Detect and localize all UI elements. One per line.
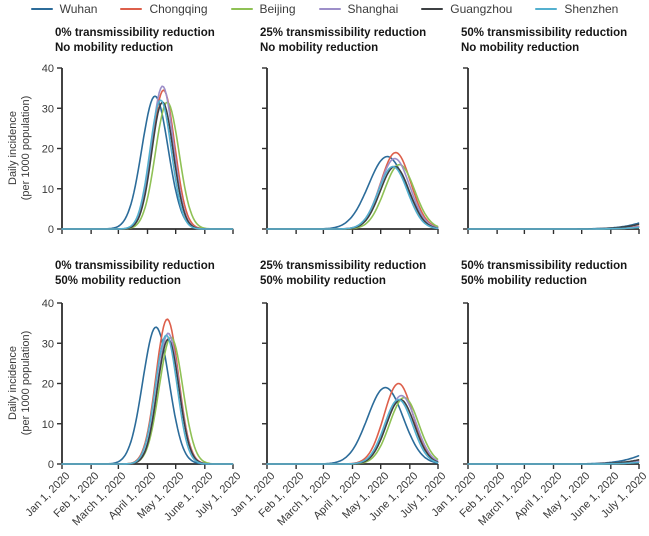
panel-2-title: 50% transmissibility reduction No mobili… — [461, 26, 627, 56]
panel-2-title-line1: 50% transmissibility reduction — [461, 27, 628, 39]
incidence-curve-shenzhen — [467, 461, 640, 465]
panel-5-title-line1: 50% transmissibility reduction — [461, 260, 628, 272]
incidence-curve-shanghai — [61, 85, 234, 230]
incidence-curve-wuhan — [266, 386, 439, 465]
incidence-curve-guangzhou — [266, 165, 439, 230]
y-tick-label: 30 — [42, 103, 54, 115]
panel-5-plot — [463, 302, 640, 469]
legend-line-swatch — [30, 7, 53, 11]
panel-3-title-line2: 50% mobility reduction — [55, 275, 181, 287]
panel-4-title-line1: 25% transmissibility reduction — [260, 260, 427, 272]
panel-1-title-line2: No mobility reduction — [260, 42, 379, 54]
panel-2-title-line2: No mobility reduction — [461, 42, 580, 54]
incidence-curve-shenzhen — [61, 99, 234, 230]
y-tick-label: 30 — [42, 338, 54, 350]
y-tick-label: 20 — [42, 379, 54, 391]
incidence-curve-shenzhen — [266, 165, 439, 230]
panel-0-title-line1: 0% transmissibility reduction — [55, 27, 215, 39]
incidence-curve-beijing — [266, 396, 439, 465]
legend-line-swatch — [230, 7, 253, 11]
y-axis-label-line1: Daily incidence — [7, 111, 19, 185]
panel-4-plot — [262, 302, 439, 469]
incidence-curve-shenzhen — [61, 334, 234, 465]
y-tick-label: 10 — [42, 184, 54, 196]
legend-item-wuhan: Wuhan — [30, 2, 98, 16]
panel-5-title-line2: 50% mobility reduction — [461, 275, 587, 287]
panel-5-title: 50% transmissibility reduction 50% mobil… — [461, 259, 627, 289]
legend: Wuhan Chongqing Beijing Shanghai Guangzhou Sh… — [0, 2, 649, 16]
y-tick-label: 40 — [42, 298, 54, 310]
panel-4-title-line2: 50% mobility reduction — [260, 275, 386, 287]
panel-3-title-line1: 0% transmissibility reduction — [55, 260, 215, 272]
legend-item-shenzhen: Shenzhen — [535, 2, 618, 16]
panel-4-title: 25% transmissibility reduction 50% mobil… — [260, 259, 426, 289]
y-tick-label: 40 — [42, 63, 54, 75]
incidence-curve-shenzhen — [467, 226, 640, 230]
legend-label: Beijing — [259, 2, 296, 16]
y-tick-label: 0 — [48, 224, 54, 236]
legend-line-swatch — [120, 7, 143, 11]
legend-item-chongqing: Chongqing — [120, 2, 208, 16]
panel-2-plot — [463, 67, 640, 234]
legend-label: Shanghai — [347, 2, 399, 16]
legend-item-guangzhou: Guangzhou — [421, 2, 512, 16]
panel-0-title-line2: No mobility reduction — [55, 42, 174, 54]
incidence-curve-shenzhen — [266, 398, 439, 465]
legend-label: Chongqing — [149, 2, 208, 16]
incidence-curve-shanghai — [266, 157, 439, 230]
panel-1-title-line1: 25% transmissibility reduction — [260, 27, 427, 39]
incidence-curve-wuhan — [61, 95, 234, 230]
panel-1-title: 25% transmissibility reduction No mobili… — [260, 26, 426, 56]
panel-0-plot: 0 10 20 30 40 — [42, 63, 234, 236]
legend-item-shanghai: Shanghai — [318, 2, 399, 16]
legend-label: Guangzhou — [450, 2, 513, 16]
legend-line-swatch — [421, 7, 444, 11]
panel-1-plot — [262, 67, 439, 234]
panel-3-title: 0% transmissibility reduction 50% mobili… — [55, 259, 215, 289]
legend-line-swatch — [535, 7, 558, 11]
panel-3-plot: 0 10 20 30 40 — [42, 298, 234, 471]
incidence-curve-chongqing — [61, 89, 234, 230]
legend-line-swatch — [318, 7, 341, 11]
y-tick-label: 0 — [48, 459, 54, 471]
legend-label: Wuhan — [59, 2, 98, 16]
legend-label: Shenzhen — [564, 2, 619, 16]
legend-item-beijing: Beijing — [230, 2, 296, 16]
panel-0-title: 0% transmissibility reduction No mobilit… — [55, 26, 215, 56]
y-axis-label-line1: Daily incidence — [7, 346, 19, 420]
y-tick-label: 10 — [42, 419, 54, 431]
y-tick-label: 20 — [42, 144, 54, 156]
